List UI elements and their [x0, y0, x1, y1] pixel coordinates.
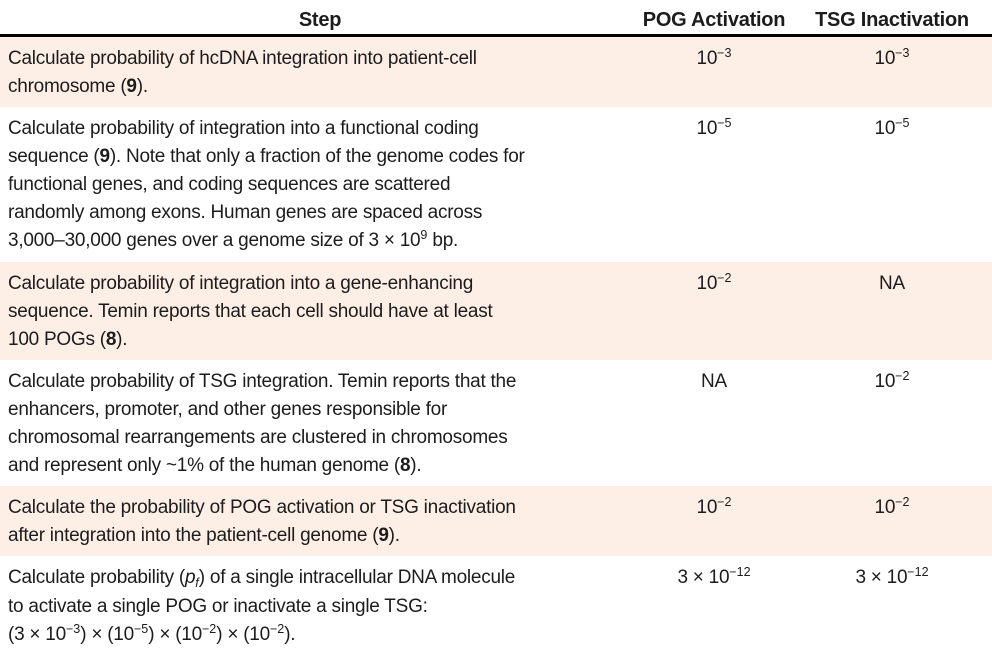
- tsg-inactivation-value: NA: [879, 273, 905, 294]
- pog-activation-value: 10−5: [696, 116, 732, 139]
- step-description: Calculate probability (pf) of a single i…: [8, 567, 516, 645]
- step-description: Calculate probability of TSG integration…: [8, 371, 517, 476]
- pog-activation-value: NA: [701, 371, 727, 392]
- column-header-step: Step: [298, 9, 342, 31]
- pog-activation-value: 10−2: [696, 495, 732, 518]
- column-header-tsg-inactivation: TSG Inactivation: [815, 9, 969, 31]
- table-row: Calculate the probability of POG activat…: [0, 486, 992, 556]
- tsg-inactivation-value: 10−2: [874, 369, 910, 392]
- table-row: Calculate probability of integration int…: [0, 262, 992, 360]
- pog-activation-value: 10−3: [696, 46, 732, 69]
- tsg-inactivation-value: 3 × 10−12: [855, 565, 929, 588]
- pog-activation-value: 3 × 10−12: [677, 565, 751, 588]
- step-description: Calculate probability of integration int…: [8, 273, 493, 350]
- tsg-inactivation-value: 10−2: [874, 495, 910, 518]
- table-row: Calculate probability (pf) of a single i…: [0, 556, 992, 656]
- tsg-inactivation-value: 10−3: [874, 46, 910, 69]
- pog-activation-value: 10−2: [696, 271, 732, 294]
- table-row: Calculate probability of integration int…: [0, 107, 992, 262]
- table-row: Calculate probability of TSG integration…: [0, 360, 992, 486]
- table-row: Calculate probability of hcDNA integrati…: [0, 37, 992, 107]
- step-description: Calculate probability of hcDNA integrati…: [8, 48, 477, 97]
- step-description: Calculate probability of integration int…: [8, 118, 525, 251]
- step-description: Calculate the probability of POG activat…: [8, 497, 516, 546]
- table-header-row: Step POG Activation TSG Inactivation: [0, 0, 992, 37]
- column-header-pog-activation: POG Activation: [642, 9, 786, 31]
- tsg-inactivation-value: 10−5: [874, 116, 910, 139]
